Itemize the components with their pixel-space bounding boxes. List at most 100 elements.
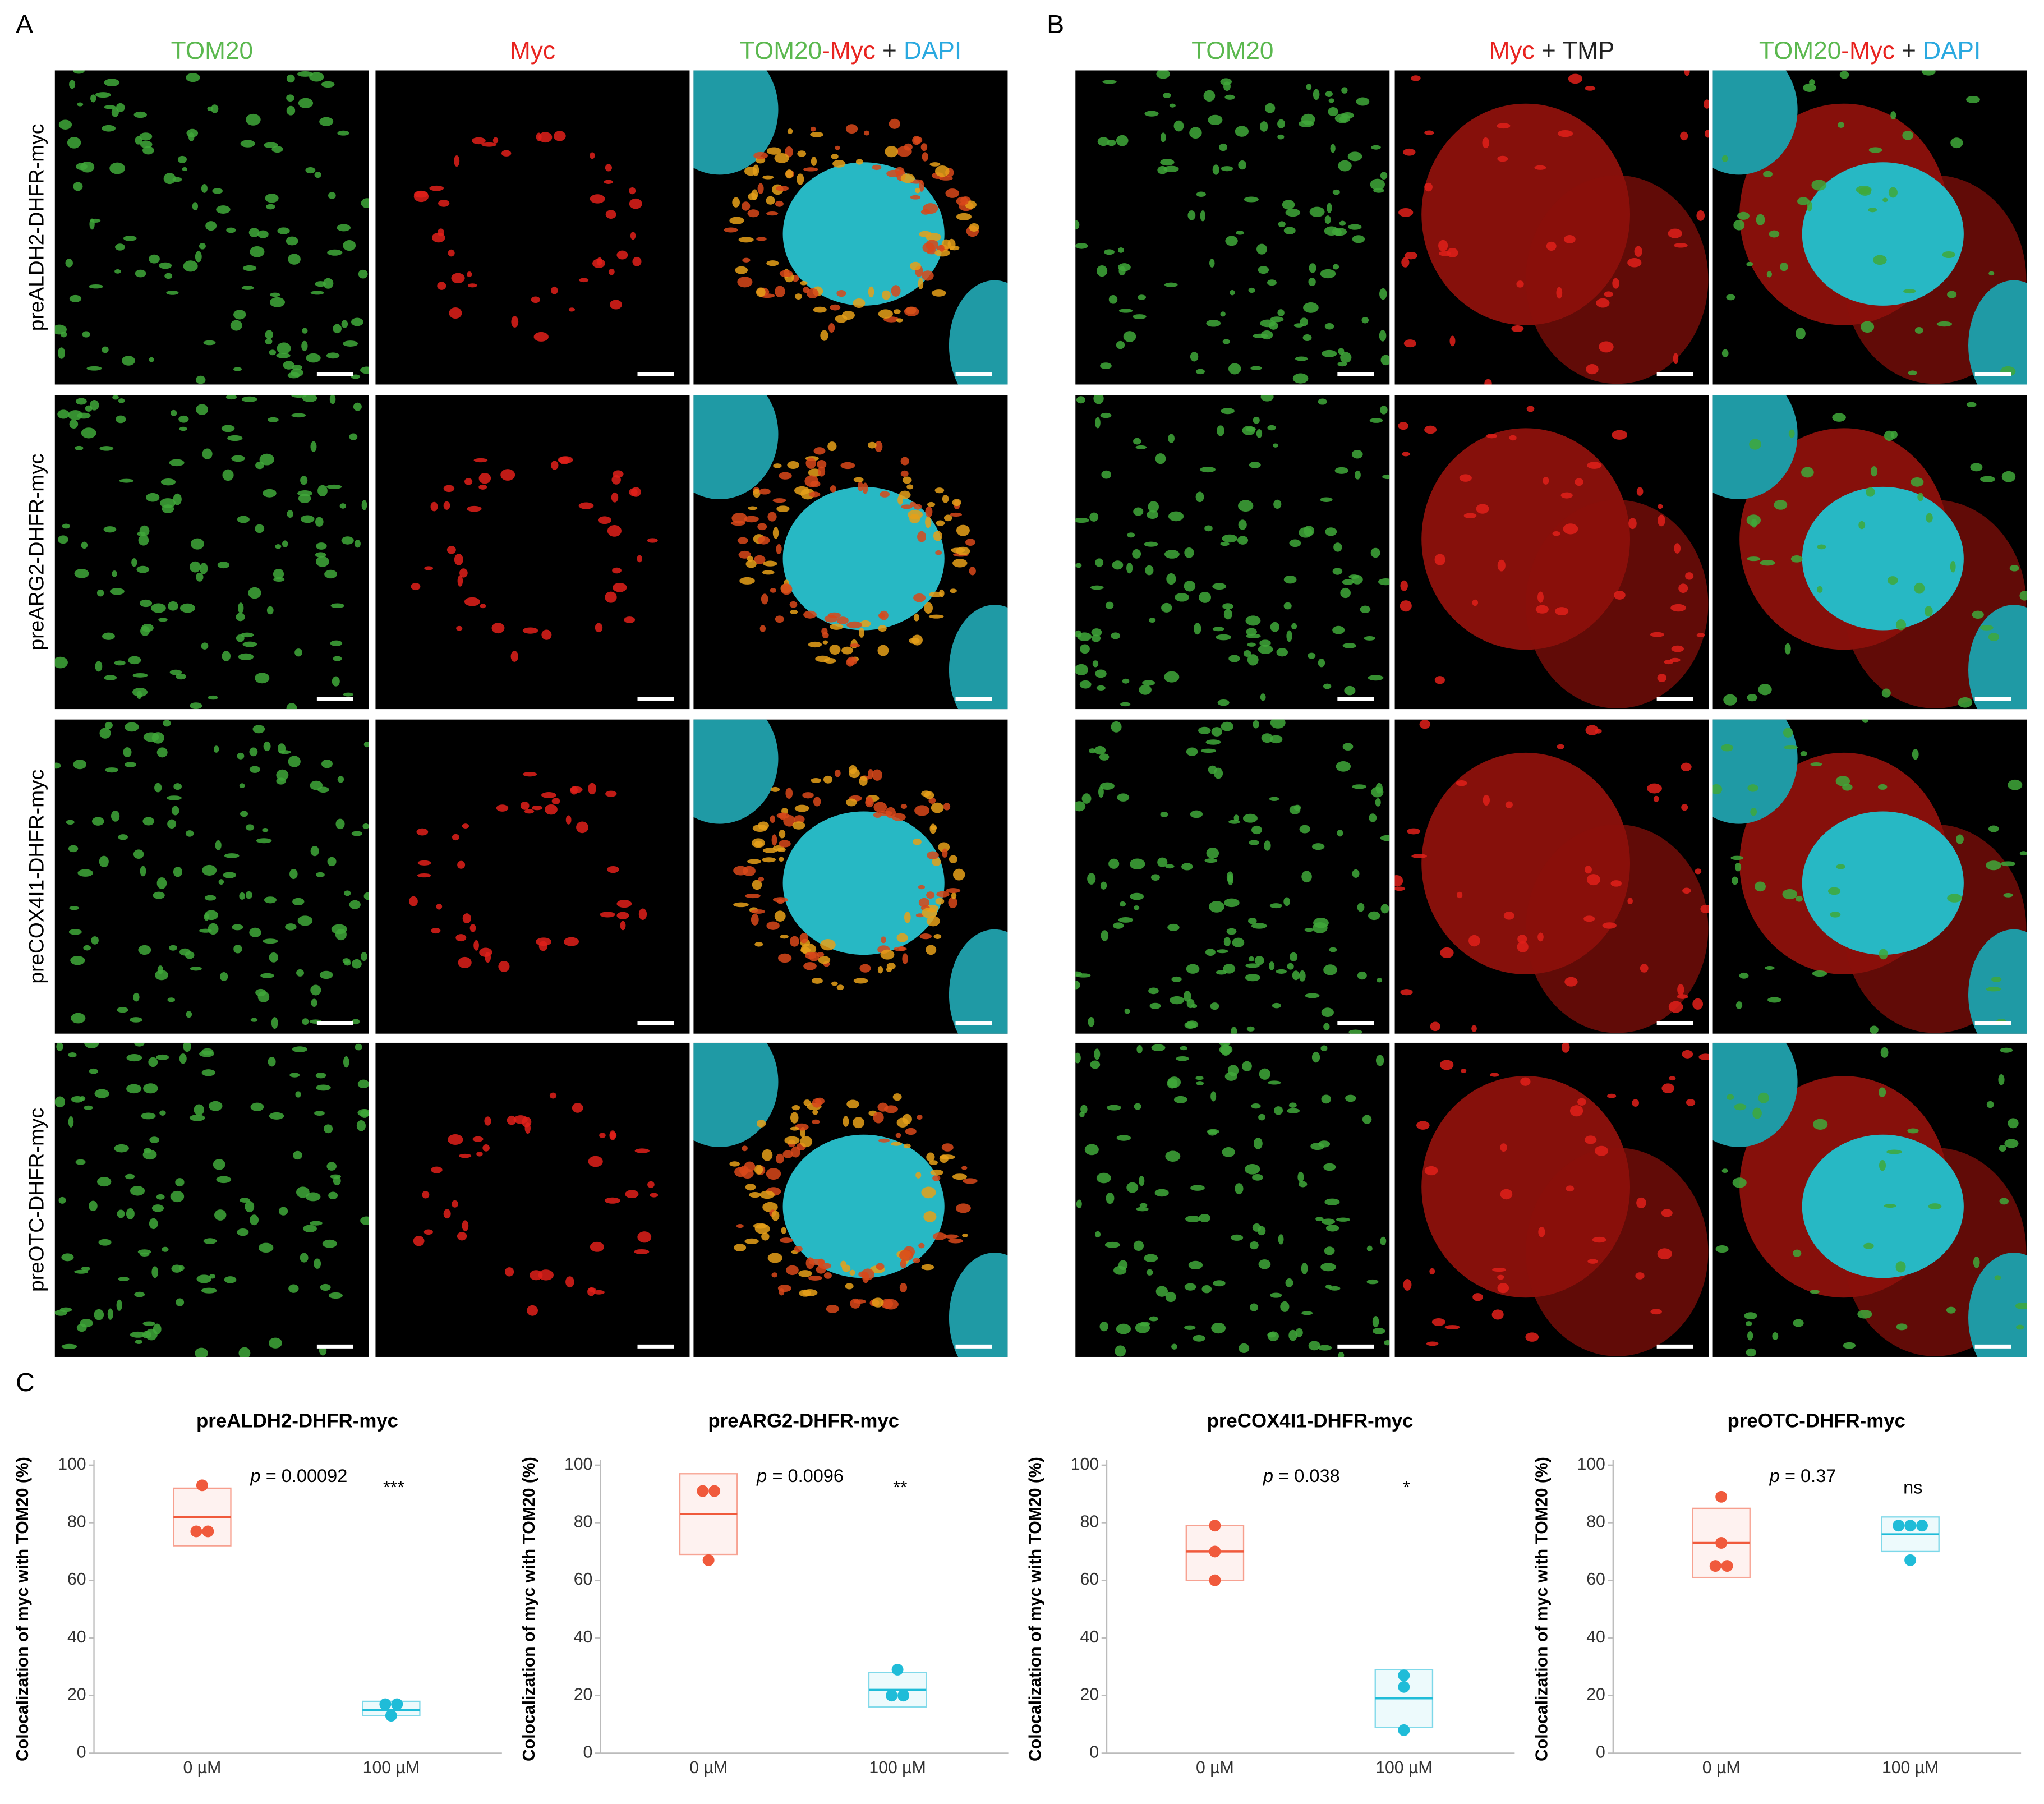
organelle — [1670, 604, 1686, 612]
header-part: TOM20 — [1191, 37, 1273, 65]
organelle — [1564, 235, 1576, 243]
organelle — [1801, 467, 1814, 478]
organelle — [1650, 1309, 1662, 1315]
organelle — [630, 232, 636, 240]
organelle — [1460, 1069, 1467, 1073]
organelle — [1324, 1246, 1335, 1255]
micrograph — [1075, 719, 1390, 1034]
organelle — [776, 185, 789, 191]
organelle — [258, 1242, 274, 1253]
organelle — [459, 568, 468, 578]
organelle — [288, 756, 301, 767]
nucleus — [782, 1134, 945, 1278]
data-point — [1721, 1560, 1733, 1572]
organelle — [99, 728, 111, 739]
organelle — [360, 1110, 369, 1118]
organelle — [135, 1340, 143, 1345]
organelle — [1400, 580, 1408, 591]
organelle — [1324, 323, 1334, 330]
organelle — [1583, 915, 1595, 922]
organelle — [236, 634, 245, 642]
organelle — [302, 395, 317, 402]
organelle — [1342, 579, 1354, 585]
organelle — [199, 243, 206, 250]
organelle — [949, 855, 957, 863]
organelle — [241, 286, 254, 290]
organelle — [337, 130, 349, 136]
organelle — [343, 240, 356, 251]
organelle — [458, 956, 472, 969]
organelle — [1265, 103, 1276, 113]
organelle — [1119, 901, 1126, 907]
organelle — [1888, 187, 1898, 198]
organelle — [75, 1159, 86, 1165]
organelle — [321, 759, 333, 768]
organelle — [1233, 814, 1239, 822]
organelle — [269, 292, 280, 297]
organelle — [969, 567, 976, 576]
organelle — [885, 146, 899, 158]
organelle — [859, 627, 864, 638]
organelle — [314, 1111, 325, 1116]
organelle — [1273, 443, 1278, 448]
organelle — [928, 591, 943, 597]
organelle — [77, 869, 93, 877]
organelle — [943, 1234, 959, 1239]
organelle — [1732, 876, 1738, 885]
organelle — [268, 1057, 276, 1067]
organelle — [1516, 280, 1524, 288]
organelle — [604, 180, 613, 184]
organelle — [1098, 786, 1104, 798]
image-background — [1075, 1042, 1390, 1357]
organelle — [1366, 1279, 1379, 1285]
organelle — [1075, 664, 1088, 675]
organelle — [925, 516, 932, 528]
organelle — [1444, 1325, 1460, 1330]
organelle — [1133, 507, 1144, 516]
nucleus — [1712, 1042, 1798, 1147]
organelle — [298, 494, 311, 504]
organelle — [551, 286, 558, 294]
organelle — [791, 1146, 800, 1158]
organelle — [900, 1259, 907, 1268]
organelle — [1288, 1102, 1297, 1108]
organelle — [296, 1186, 310, 1198]
organelle — [873, 1111, 884, 1124]
organelle — [169, 459, 185, 467]
organelle — [233, 944, 242, 954]
organelle — [297, 71, 313, 77]
y-tick-label: 80 — [574, 1513, 593, 1531]
organelle — [133, 111, 147, 118]
organelle — [196, 1274, 212, 1283]
organelle — [1090, 1060, 1101, 1069]
image-content — [1712, 70, 2027, 385]
organelle — [355, 1043, 362, 1051]
organelle — [115, 243, 125, 251]
organelle — [57, 409, 70, 419]
organelle — [1248, 287, 1255, 293]
organelle — [1526, 406, 1535, 412]
organelle — [263, 938, 278, 944]
organelle — [190, 538, 204, 550]
organelle — [422, 1191, 430, 1199]
organelle — [349, 433, 358, 440]
organelle — [190, 702, 202, 710]
organelle — [68, 929, 82, 935]
organelle — [1200, 210, 1206, 222]
organelle — [1129, 858, 1145, 870]
organelle — [947, 238, 956, 250]
organelle — [424, 566, 434, 570]
organelle — [1108, 858, 1120, 869]
organelle — [246, 113, 261, 126]
organelle — [362, 823, 369, 829]
organelle — [935, 550, 942, 555]
header-part: + — [876, 37, 904, 65]
organelle — [1503, 912, 1514, 920]
organelle — [329, 395, 336, 404]
image-background — [54, 719, 369, 1034]
organelle — [452, 834, 459, 841]
organelle — [114, 269, 121, 274]
organelle — [1171, 1343, 1177, 1350]
organelle — [1242, 1061, 1252, 1071]
organelle — [1737, 211, 1750, 220]
